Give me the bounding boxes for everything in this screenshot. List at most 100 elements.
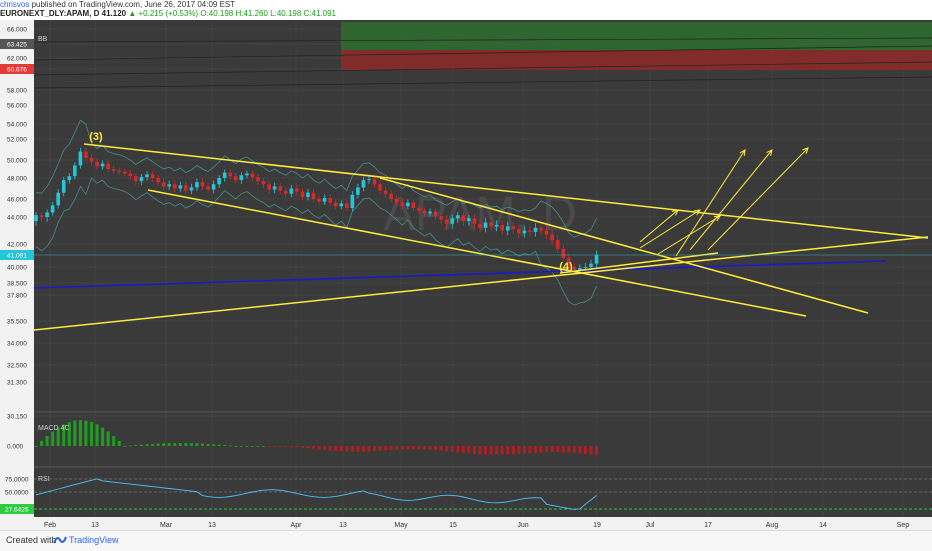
candle-body bbox=[539, 227, 543, 231]
time-tick: 19 bbox=[593, 522, 601, 529]
candle-body bbox=[594, 254, 599, 264]
price-chart[interactable]: APAM, D (3)(4) BB MACD 4C RSI 66.00062.0… bbox=[0, 20, 932, 530]
macd-bar bbox=[434, 446, 438, 451]
macd-bar bbox=[489, 446, 493, 455]
macd-bar bbox=[223, 445, 227, 446]
footer: Created with TradingView bbox=[0, 530, 932, 551]
candle-body bbox=[505, 226, 510, 231]
time-tick: Mar bbox=[160, 522, 173, 529]
candle-body bbox=[272, 186, 277, 190]
candle-body bbox=[256, 177, 260, 182]
wave-labels: (3) (4) bbox=[89, 131, 573, 273]
candle-body bbox=[206, 186, 210, 190]
candle-body bbox=[306, 192, 310, 197]
symbol-name: EURONEXT_DLY:APAM, D bbox=[0, 9, 100, 18]
long-trendline bbox=[33, 37, 932, 43]
candle-body bbox=[283, 190, 288, 194]
candle-body bbox=[350, 194, 355, 208]
macd-bar bbox=[461, 446, 465, 453]
target-zone-red bbox=[341, 50, 932, 70]
bb-lower bbox=[35, 177, 597, 306]
candles bbox=[34, 147, 599, 274]
macd-bar bbox=[450, 446, 454, 452]
rsi-tick: 75.0000 bbox=[5, 477, 29, 484]
candle-body bbox=[295, 188, 299, 192]
macd-bar bbox=[284, 446, 288, 447]
candle-body bbox=[333, 202, 338, 207]
candle-body bbox=[222, 172, 227, 178]
rsi-tick: 50.0000 bbox=[5, 490, 29, 497]
time-tick: 17 bbox=[704, 522, 712, 529]
candle-body bbox=[89, 157, 94, 162]
macd-bar bbox=[406, 446, 410, 450]
candle-body bbox=[167, 184, 171, 187]
price-tick: 62.000 bbox=[7, 56, 27, 63]
candle-body bbox=[250, 173, 255, 178]
candle-body bbox=[161, 182, 166, 187]
macd-bar bbox=[62, 424, 66, 446]
macd-bar bbox=[323, 446, 327, 451]
macd-bar bbox=[506, 446, 510, 455]
price-axis-ticks: 66.000 62.000 58.000 56.000 54.000 52.000 50.0… bbox=[7, 27, 27, 421]
macd-bar bbox=[561, 446, 565, 453]
macd-bar bbox=[539, 446, 543, 453]
candle-body bbox=[544, 230, 549, 235]
macd-bar bbox=[145, 444, 149, 446]
tradingview-logo-icon bbox=[53, 536, 67, 544]
candle-body bbox=[211, 184, 216, 190]
author-link[interactable]: chrisvos bbox=[0, 0, 30, 9]
macd-bar bbox=[350, 446, 354, 452]
macd-bar bbox=[545, 446, 549, 453]
arrow-head bbox=[713, 215, 721, 222]
macd-bar bbox=[212, 444, 216, 446]
macd-bar bbox=[361, 446, 365, 452]
macd-bar bbox=[217, 444, 221, 446]
target-zones bbox=[341, 22, 932, 70]
price-tick: 56.000 bbox=[7, 103, 27, 110]
candle-body bbox=[317, 199, 321, 202]
macd-bar bbox=[201, 443, 204, 446]
macd-bar bbox=[167, 443, 171, 446]
published-text: published on TradingView.com, June 26, 2… bbox=[31, 0, 236, 9]
macd-bar bbox=[67, 421, 71, 446]
wave-label: (3) bbox=[89, 131, 103, 143]
candle-body bbox=[394, 199, 399, 203]
projection-arrow bbox=[675, 149, 746, 257]
time-axis bbox=[0, 517, 932, 530]
macd-bar bbox=[289, 446, 293, 447]
candle-body bbox=[45, 212, 49, 217]
tradingview-brand[interactable]: TradingView bbox=[69, 535, 119, 545]
candle-body bbox=[400, 202, 405, 207]
candle-body bbox=[356, 187, 360, 195]
rsi-marker bbox=[0, 504, 34, 514]
time-tick: Apr bbox=[291, 522, 303, 529]
candle-body bbox=[422, 210, 427, 214]
macd-bar bbox=[356, 446, 360, 452]
candle-body bbox=[234, 176, 238, 181]
macd-bar bbox=[534, 446, 537, 453]
macd-bar bbox=[417, 446, 421, 450]
candle-body bbox=[117, 170, 122, 172]
macd-bar bbox=[583, 446, 587, 455]
arrow-head bbox=[672, 209, 679, 216]
macd-bar bbox=[345, 446, 349, 452]
long-trendline bbox=[33, 45, 932, 61]
candle-body bbox=[134, 176, 138, 182]
price-tick: 50.000 bbox=[7, 158, 27, 165]
candle-body bbox=[50, 205, 55, 213]
macd-bar bbox=[595, 446, 599, 456]
macd-bar bbox=[423, 446, 426, 450]
price-tick: 31.300 bbox=[7, 380, 27, 387]
candle-body bbox=[378, 184, 382, 191]
rsi-tick: 27.6426 bbox=[5, 507, 29, 514]
candle-body bbox=[139, 177, 144, 182]
macd-bar bbox=[128, 445, 132, 447]
macd-bar bbox=[256, 446, 260, 447]
price-tick: 30.150 bbox=[7, 414, 27, 421]
macd-bar bbox=[428, 446, 432, 450]
candle-body bbox=[56, 192, 60, 206]
macd-bar bbox=[234, 446, 238, 447]
macd-bar bbox=[156, 443, 160, 446]
price-marker bbox=[0, 39, 34, 49]
candle-body bbox=[511, 226, 516, 230]
